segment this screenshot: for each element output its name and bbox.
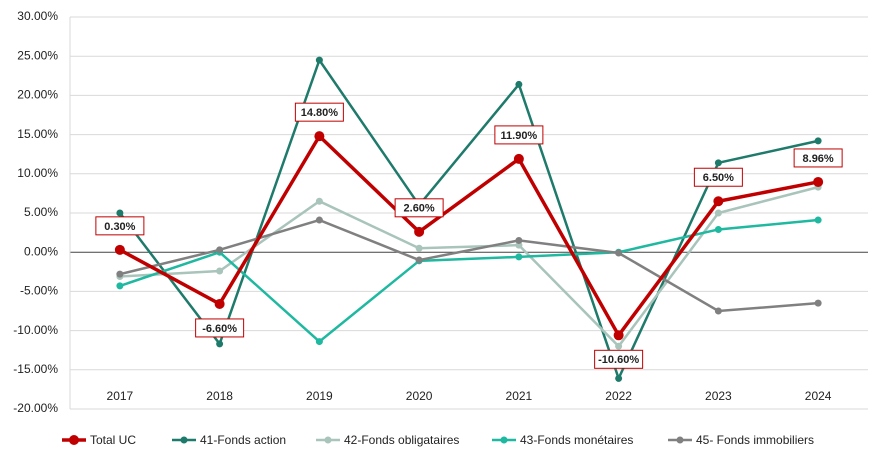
data-point [513, 153, 524, 164]
data-label-box [95, 216, 145, 236]
data-point [315, 197, 323, 205]
legend-label: Total UC [90, 433, 136, 447]
data-point [615, 374, 623, 382]
data-point [415, 244, 423, 252]
y-tick-label: 25.00% [17, 48, 58, 62]
data-label-text: -10.60% [598, 354, 639, 366]
data-point [216, 340, 224, 348]
data-point [713, 196, 724, 207]
data-point [315, 216, 323, 224]
legend-item: 45- Fonds immobiliers [668, 433, 814, 447]
data-point [216, 246, 224, 254]
series-line [119, 185, 819, 349]
x-tick-label: 2023 [705, 389, 732, 403]
legend-dot [500, 436, 508, 444]
data-point [116, 282, 124, 290]
series-line [119, 218, 819, 344]
data-point [116, 270, 124, 278]
data-label-box [594, 349, 644, 369]
data-label-text: 14.80% [301, 107, 339, 119]
y-tick-label: 5.00% [24, 205, 58, 219]
legend-dot [69, 435, 79, 445]
data-label: -6.60% [195, 318, 245, 338]
data-label: 14.80% [294, 102, 344, 122]
data-label-text: 8.96% [803, 153, 834, 165]
legend-label: 43-Fonds monétaires [520, 433, 633, 447]
data-point [813, 176, 824, 187]
legend-dot [676, 436, 684, 444]
x-tick-label: 2019 [306, 389, 333, 403]
legend-label: 45- Fonds immobiliers [696, 433, 814, 447]
y-tick-label: -20.00% [13, 401, 58, 415]
data-label-text: 6.50% [703, 172, 734, 184]
y-tick-label: 20.00% [17, 88, 58, 102]
data-point [315, 338, 323, 346]
legend-item: Total UC [62, 433, 136, 447]
data-point [414, 226, 425, 237]
x-tick-label: 2018 [206, 389, 233, 403]
data-label: 0.30% [95, 216, 145, 236]
data-label-box [294, 102, 344, 122]
data-label-text: -6.60% [202, 323, 237, 335]
y-tick-label: 10.00% [17, 166, 58, 180]
data-point [415, 256, 423, 264]
data-label: 6.50% [693, 167, 743, 187]
legend-label: 41-Fonds action [200, 433, 286, 447]
series-line [118, 57, 819, 382]
data-label-box [693, 167, 743, 187]
data-label-box [195, 318, 245, 338]
y-tick-label: -15.00% [13, 362, 58, 376]
data-point [214, 298, 225, 309]
data-point [116, 209, 124, 217]
data-label-box [494, 125, 544, 145]
legend-item: 42-Fonds obligataires [316, 433, 459, 447]
x-tick-label: 2022 [605, 389, 632, 403]
data-point [114, 244, 125, 255]
data-point [714, 307, 722, 315]
data-point [714, 159, 722, 167]
x-tick-label: 2024 [805, 389, 832, 403]
x-tick-label: 2017 [107, 389, 134, 403]
data-point [315, 56, 323, 64]
data-label: 8.96% [793, 148, 843, 168]
legend-item: 43-Fonds monétaires [492, 433, 633, 447]
x-tick-label: 2021 [506, 389, 533, 403]
data-point [314, 131, 325, 142]
data-point [216, 267, 224, 275]
data-label-text: 11.90% [501, 130, 538, 142]
y-tick-label: 0.00% [24, 244, 58, 258]
y-tick-label: 15.00% [17, 127, 58, 141]
y-tick-label: -5.00% [20, 284, 58, 298]
y-tick-label: 30.00% [17, 9, 58, 23]
data-label-box [793, 148, 843, 168]
data-label: 2.60% [394, 198, 444, 218]
data-point [814, 216, 822, 224]
data-point [615, 249, 623, 257]
data-point [615, 342, 623, 350]
legend-label: 42-Fonds obligataires [344, 433, 459, 447]
data-label-text: 0.30% [104, 221, 135, 233]
data-point [814, 299, 822, 307]
x-tick-label: 2020 [406, 389, 433, 403]
legend-dot [180, 436, 188, 444]
legend-item: 41-Fonds action [172, 433, 286, 447]
y-tick-label: -10.00% [13, 323, 58, 337]
data-label-text: 2.60% [404, 203, 435, 215]
data-label: -10.60% [594, 349, 644, 369]
legend-dot [324, 436, 332, 444]
data-point [613, 330, 624, 341]
data-point [714, 225, 722, 233]
series-line [119, 218, 819, 313]
data-point [814, 137, 822, 145]
data-point [515, 253, 523, 261]
data-point [714, 209, 722, 217]
data-point [515, 236, 523, 244]
series-line [119, 133, 819, 339]
data-point [515, 80, 523, 88]
data-label-box [394, 198, 444, 218]
data-label: 11.90% [494, 125, 544, 145]
